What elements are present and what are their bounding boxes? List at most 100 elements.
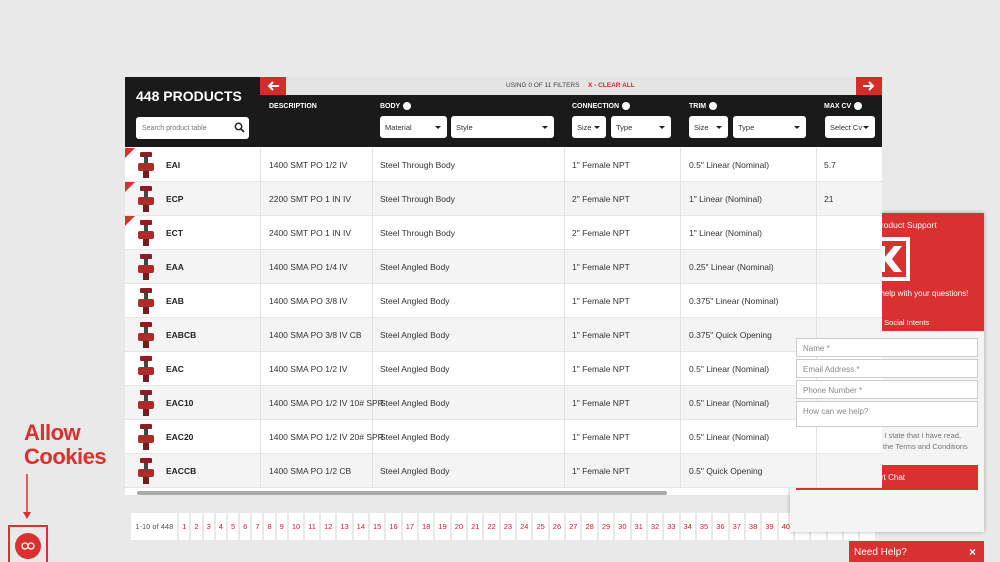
page-link[interactable]: 33 bbox=[664, 513, 679, 540]
page-link[interactable]: 32 bbox=[647, 513, 663, 540]
cell-border bbox=[564, 318, 565, 352]
cell-border bbox=[564, 148, 565, 182]
badge bbox=[125, 148, 135, 158]
product-name: ECT bbox=[166, 228, 183, 238]
filter-dropdown[interactable]: Style bbox=[451, 116, 554, 138]
filter-dropdown[interactable]: Select Cv bbox=[825, 116, 875, 138]
product-image bbox=[138, 390, 154, 416]
table-cell: 1400 SMA PO 1/2 CB bbox=[269, 466, 352, 476]
help-close[interactable]: × bbox=[969, 545, 977, 559]
page-link[interactable]: 29 bbox=[598, 513, 614, 540]
table-row[interactable] bbox=[125, 148, 882, 182]
cell-border bbox=[680, 250, 681, 284]
product-image bbox=[138, 220, 154, 246]
page-link[interactable]: 34 bbox=[680, 513, 695, 540]
page-link[interactable]: 19 bbox=[435, 513, 450, 540]
info-icon[interactable] bbox=[403, 102, 411, 110]
page-link[interactable]: 12 bbox=[320, 513, 336, 540]
page-link[interactable]: 1 bbox=[179, 513, 190, 540]
scrollbar[interactable] bbox=[137, 491, 667, 495]
column-label: CONNECTION bbox=[572, 103, 620, 110]
cell-border bbox=[372, 250, 373, 284]
info-icon[interactable] bbox=[709, 102, 717, 110]
filter-dropdown[interactable]: Type bbox=[733, 116, 806, 138]
chat-input[interactable]: Email Address * bbox=[796, 359, 978, 378]
page-link[interactable]: 2 bbox=[191, 513, 202, 540]
page-link[interactable]: 5 bbox=[227, 513, 239, 540]
table-cell: 0.5" Linear (Nominal) bbox=[689, 160, 770, 170]
page-link[interactable]: 18 bbox=[419, 513, 434, 540]
page-link[interactable]: 8 bbox=[264, 513, 275, 540]
table-row[interactable] bbox=[125, 454, 882, 488]
page-link[interactable]: 38 bbox=[745, 513, 761, 540]
chat-input[interactable]: Name * bbox=[796, 338, 978, 357]
page-link[interactable]: 22 bbox=[484, 513, 499, 540]
page-link[interactable]: 28 bbox=[582, 513, 597, 540]
page-link[interactable]: 13 bbox=[337, 513, 352, 540]
need-help-bar[interactable] bbox=[849, 541, 984, 562]
info-icon[interactable] bbox=[622, 102, 630, 110]
table-row[interactable] bbox=[125, 250, 882, 284]
page-link[interactable]: 39 bbox=[762, 513, 777, 540]
table-cell: 0.5" Linear (Nominal) bbox=[689, 432, 770, 442]
filter-dropdown[interactable]: Type bbox=[611, 116, 671, 138]
start-chat-label: Start Chat bbox=[868, 473, 905, 482]
page-link[interactable]: 20 bbox=[451, 513, 467, 540]
page-link[interactable]: 15 bbox=[370, 513, 385, 540]
page-link[interactable]: 30 bbox=[615, 513, 630, 540]
page-link[interactable]: 36 bbox=[713, 513, 728, 540]
page-link[interactable]: 6 bbox=[240, 513, 251, 540]
cookie-button[interactable] bbox=[8, 525, 48, 562]
table-cell: 1400 SMA PO 1/4 IV bbox=[269, 262, 348, 272]
table-cell: 1" Female NPT bbox=[572, 330, 630, 340]
filter-dropdown[interactable]: Material bbox=[380, 116, 447, 138]
table-row[interactable] bbox=[125, 352, 882, 386]
page-link[interactable]: 40 bbox=[778, 513, 793, 540]
table-row[interactable] bbox=[125, 420, 882, 454]
page-link[interactable]: 7 bbox=[252, 513, 263, 540]
cell-border bbox=[260, 318, 261, 352]
chat-input[interactable]: How can we help? bbox=[796, 401, 978, 427]
table-row[interactable] bbox=[125, 386, 882, 420]
page-link[interactable]: 24 bbox=[517, 513, 532, 540]
search-icon[interactable] bbox=[234, 122, 245, 133]
cell-border bbox=[816, 148, 817, 182]
column-label: BODY bbox=[380, 103, 401, 110]
page-link[interactable]: 25 bbox=[533, 513, 548, 540]
table-cell: Steel Angled Body bbox=[380, 398, 450, 408]
page-link[interactable]: 16 bbox=[386, 513, 401, 540]
product-image bbox=[138, 458, 154, 484]
page-link[interactable]: 27 bbox=[566, 513, 581, 540]
table-cell: 2200 SMT PO 1 IN IV bbox=[269, 194, 352, 204]
cell-border bbox=[260, 182, 261, 216]
filter-dropdown[interactable]: Size bbox=[689, 116, 728, 138]
table-row[interactable] bbox=[125, 182, 882, 216]
page-link[interactable]: 14 bbox=[353, 513, 368, 540]
chat-input[interactable]: Phone Number * bbox=[796, 380, 978, 399]
page-link[interactable]: 4 bbox=[215, 513, 226, 540]
page-link[interactable]: 31 bbox=[631, 513, 646, 540]
page-link[interactable]: 3 bbox=[203, 513, 214, 540]
table-cell: 0.5" Linear (Nominal) bbox=[689, 364, 770, 374]
page-link[interactable]: 17 bbox=[402, 513, 418, 540]
page-link[interactable]: 9 bbox=[276, 513, 287, 540]
page-link[interactable]: 10 bbox=[288, 513, 304, 540]
clear-filters[interactable]: X - CLEAR ALL bbox=[588, 82, 635, 89]
search-box[interactable] bbox=[136, 117, 249, 139]
cell-border bbox=[816, 420, 817, 454]
table-row[interactable] bbox=[125, 216, 882, 250]
page-link[interactable]: 21 bbox=[468, 513, 483, 540]
page-link[interactable]: 26 bbox=[549, 513, 565, 540]
filter-dropdown[interactable]: Size bbox=[572, 116, 606, 138]
product-name: EAC10 bbox=[166, 398, 194, 408]
cell-border bbox=[260, 148, 261, 182]
table-row[interactable] bbox=[125, 284, 882, 318]
table-cell: 0.25" Linear (Nominal) bbox=[689, 262, 774, 272]
page-link[interactable]: 35 bbox=[696, 513, 712, 540]
page-link[interactable]: 11 bbox=[305, 513, 319, 540]
table-row[interactable] bbox=[125, 318, 882, 352]
cell-border bbox=[816, 182, 817, 216]
page-link[interactable]: 37 bbox=[729, 513, 744, 540]
page-link[interactable]: 23 bbox=[500, 513, 516, 540]
info-icon[interactable] bbox=[854, 102, 862, 110]
